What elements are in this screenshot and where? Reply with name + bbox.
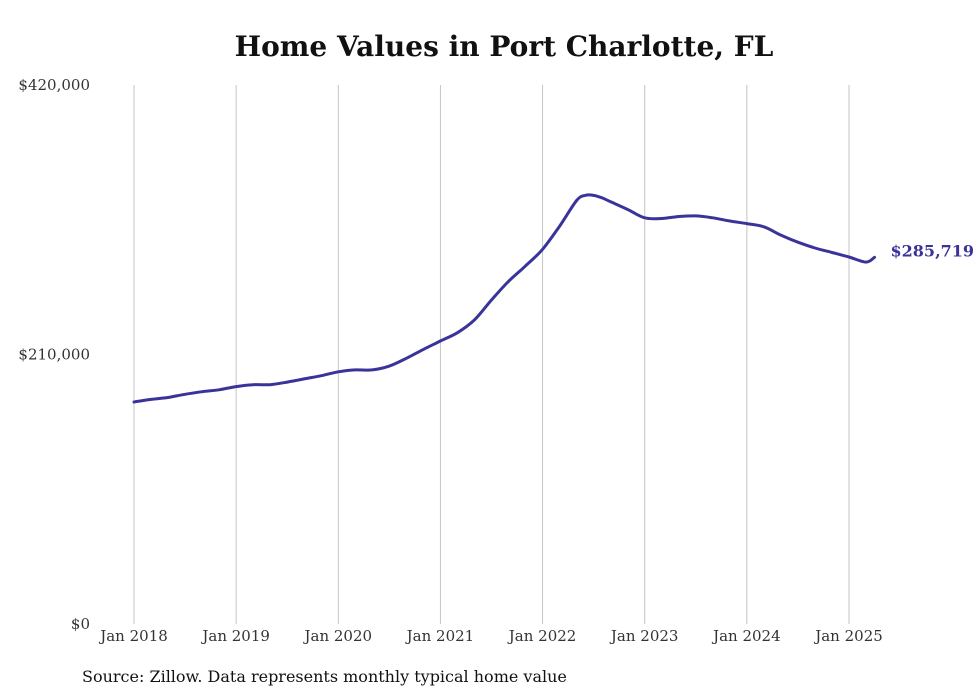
chart-title: Home Values in Port Charlotte, FL — [234, 30, 774, 63]
x-tick-label: Jan 2020 — [303, 627, 373, 645]
series — [132, 193, 876, 404]
y-tick-label: $210,000 — [18, 346, 90, 364]
gridlines — [133, 85, 850, 624]
data-labels: $285,719 — [891, 241, 975, 260]
x-tick-label: Jan 2018 — [98, 627, 168, 645]
x-tick-label: Jan 2021 — [405, 627, 475, 645]
source-note: Source: Zillow. Data represents monthly … — [82, 667, 567, 686]
x-tick-label: Jan 2022 — [507, 627, 577, 645]
series-line — [132, 193, 876, 404]
y-tick-label: $420,000 — [18, 76, 90, 94]
x-tick-label: Jan 2025 — [813, 627, 883, 645]
x-tick-label: Jan 2023 — [609, 627, 679, 645]
end-value-label: $285,719 — [891, 241, 975, 260]
x-tick-label: Jan 2024 — [711, 627, 781, 645]
x-axis-ticks: Jan 2018 Jan 2019 Jan 2020 Jan 2021 Jan 2022… — [98, 627, 883, 645]
y-axis-ticks: $0 $210,000 $420,000 — [18, 76, 90, 633]
y-tick-label: $0 — [71, 615, 90, 633]
x-tick-label: Jan 2019 — [200, 627, 270, 645]
